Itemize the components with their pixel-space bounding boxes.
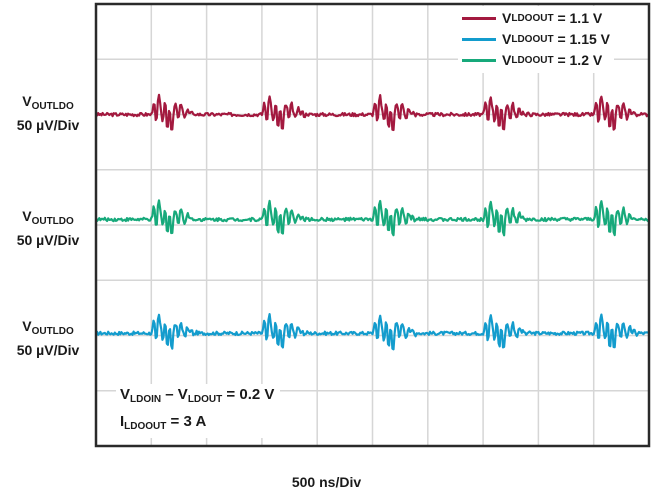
conditions-annotation: VLDOIN – VLDOUT = 0.2 V ILDOOUT = 3 A — [116, 384, 281, 438]
legend-entry: V LDOOUT = 1.15 V — [462, 29, 610, 50]
annotation-text: V — [120, 386, 131, 403]
legend-label-value: = 1.2 V — [553, 52, 603, 68]
legend: V LDOOUT = 1.1 V V LDOOUT = 1.15 V V LDOOUT… — [458, 6, 614, 73]
trace-label-sub: OUTLDO — [31, 216, 74, 227]
annotation-text: I — [120, 413, 125, 430]
trace-label-scale: 50 µV/Div — [16, 117, 80, 133]
legend-label-value: = 1.15 V — [553, 31, 610, 47]
legend-entry: V LDOOUT = 1.2 V — [462, 50, 610, 71]
legend-label-sub: LDOOUT — [511, 34, 554, 45]
series-trace — [95, 313, 650, 351]
trace-label-main: V — [22, 208, 32, 224]
series-trace — [95, 93, 650, 132]
legend-label-main: V — [502, 10, 512, 26]
annotation-sub: LDOUT — [187, 394, 223, 405]
trace-label-green: VOUTLDO 50 µV/Div — [2, 207, 94, 249]
legend-label-sub: LDOOUT — [511, 13, 554, 24]
trace-label-red: VOUTLDO 50 µV/Div — [2, 92, 94, 134]
annotation-sub: LDOIN — [130, 394, 162, 405]
trace-label-main: V — [22, 93, 32, 109]
legend-label-sub: LDOOUT — [511, 55, 554, 66]
trace-label-scale: 50 µV/Div — [16, 232, 80, 248]
legend-swatch — [462, 38, 496, 41]
series-trace — [95, 199, 650, 237]
legend-label-main: V — [502, 52, 512, 68]
trace-label-sub: OUTLDO — [31, 101, 74, 112]
annotation-text: = 3 A — [166, 413, 207, 430]
plot-frame — [94, 2, 651, 448]
x-axis-label: 500 ns/Div — [291, 474, 362, 490]
trace-label-sub: OUTLDO — [31, 326, 74, 337]
annotation-text: = 0.2 V — [222, 386, 275, 403]
legend-swatch — [462, 17, 496, 20]
trace-label-main: V — [22, 318, 32, 334]
annotation-sub: LDOOUT — [124, 421, 167, 432]
legend-label-value: = 1.1 V — [553, 10, 603, 26]
trace-label-scale: 50 µV/Div — [16, 342, 80, 358]
legend-entry: V LDOOUT = 1.1 V — [462, 8, 610, 29]
trace-label-blue: VOUTLDO 50 µV/Div — [2, 317, 94, 359]
legend-label-main: V — [502, 31, 512, 47]
legend-swatch — [462, 59, 496, 62]
annotation-text: – V — [161, 386, 188, 403]
